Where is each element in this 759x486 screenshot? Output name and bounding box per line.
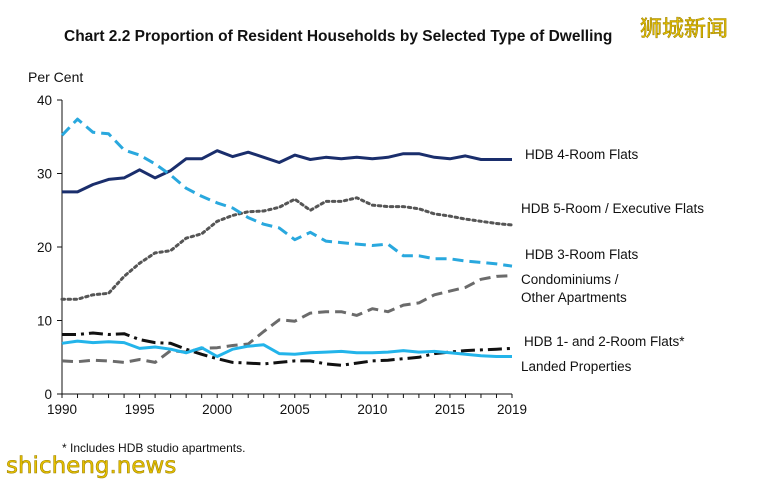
series-labels: HDB 4-Room Flats HDB 5-Room / Executive F… (521, 147, 704, 374)
series-label-4: Other Apartments (521, 290, 627, 305)
x-tick-label: 2019 (497, 402, 527, 417)
series-line-5 (62, 331, 513, 367)
x-tick-label: 1990 (47, 402, 77, 417)
y-tick-label: 40 (37, 93, 52, 108)
y-tick-label: 10 (37, 314, 52, 329)
y-tick-label: 0 (44, 387, 52, 402)
series-line-2 (60, 196, 514, 301)
series-label-5: HDB 1- and 2-Room Flats* (524, 334, 685, 349)
y-ticks: 0 10 20 30 40 (37, 93, 62, 402)
y-axis-label: Per Cent (28, 69, 83, 85)
series-lines (60, 117, 514, 367)
series-line-1 (62, 149, 512, 194)
series-line-6 (61, 339, 512, 358)
series-label-6: Landed Properties (521, 359, 632, 374)
x-tick-label: 2015 (435, 402, 465, 417)
x-tick-label: 2000 (202, 402, 232, 417)
chart-title: Chart 2.2 Proportion of Resident Househo… (64, 28, 612, 45)
y-tick-label: 20 (37, 240, 52, 255)
x-ticks: 1990 1995 2000 2005 2010 2015 2019 (47, 394, 527, 417)
series-label-3: HDB 3-Room Flats (525, 247, 639, 262)
watermark-bottom-left: shicheng.news (6, 453, 176, 479)
series-line-4 (61, 274, 513, 364)
x-tick-label: 2010 (357, 402, 387, 417)
series-label-2: HDB 5-Room / Executive Flats (521, 201, 704, 216)
series-line-3 (60, 117, 513, 268)
x-tick-label: 2005 (280, 402, 310, 417)
y-tick-label: 30 (37, 167, 52, 182)
series-label-4: Condominiums / (521, 272, 619, 287)
x-tick-label: 1995 (125, 402, 155, 417)
watermark-top-right: 狮城新闻 (640, 17, 728, 42)
axes (61, 100, 512, 395)
series-label-1: HDB 4-Room Flats (525, 147, 639, 162)
footnote: * Includes HDB studio apartments. (62, 441, 245, 455)
